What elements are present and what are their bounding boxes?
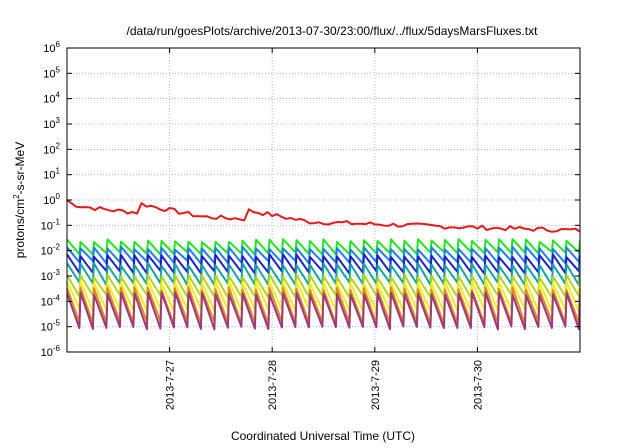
y-axis-label: protons/cm2-s-sr-MeV xyxy=(12,142,27,258)
y-tick-label: 10-2 xyxy=(41,243,61,258)
chart-title: /data/run/goesPlots/archive/2013-07-30/2… xyxy=(127,24,539,38)
y-tick-exp: -3 xyxy=(53,268,61,277)
y-tick-base: 10 xyxy=(41,347,53,359)
y-tick-exp: -6 xyxy=(53,344,61,353)
y-tick-exp: 5 xyxy=(56,65,61,74)
y-tick-label: 10-4 xyxy=(41,293,61,308)
y-tick-label: 100 xyxy=(43,192,60,207)
y-tick-label: 106 xyxy=(43,40,60,55)
y-tick-base: 10 xyxy=(41,322,53,334)
y-tick-label: 104 xyxy=(43,91,60,106)
y-tick-base: 10 xyxy=(41,271,53,283)
x-tick-label: 2013-7-29 xyxy=(370,360,382,410)
y-ticks: 10610510410310210110010-110-210-310-410-… xyxy=(41,40,580,359)
y-tick-base: 10 xyxy=(43,68,55,80)
y-tick-base: 10 xyxy=(43,119,55,131)
y-tick-exp: -4 xyxy=(53,293,61,302)
y-tick-base: 10 xyxy=(43,43,55,55)
x-tick-label: 2013-7-28 xyxy=(267,360,279,410)
y-tick-base: 10 xyxy=(43,94,55,106)
y-tick-exp: 6 xyxy=(56,40,61,49)
y-axis-label-sup: 2 xyxy=(12,194,21,199)
y-tick-exp: -5 xyxy=(53,319,61,328)
y-tick-label: 10-1 xyxy=(41,217,61,232)
y-tick-exp: 0 xyxy=(56,192,61,201)
y-tick-label: 105 xyxy=(43,65,60,80)
x-tick-label: 2013-7-27 xyxy=(165,360,177,410)
y-axis-label-suffix: -s-sr-MeV xyxy=(13,142,27,195)
y-tick-exp: 3 xyxy=(56,116,61,125)
y-tick-base: 10 xyxy=(43,144,55,156)
y-tick-exp: -1 xyxy=(53,217,61,226)
y-tick-exp: 1 xyxy=(56,167,61,176)
x-axis-label: Coordinated Universal Time (UTC) xyxy=(231,429,415,443)
y-tick-exp: -2 xyxy=(53,243,61,252)
y-tick-exp: 4 xyxy=(56,91,61,100)
y-tick-base: 10 xyxy=(41,220,53,232)
y-tick-label: 103 xyxy=(43,116,60,131)
y-tick-label: 10-3 xyxy=(41,268,61,283)
series-line xyxy=(67,199,580,233)
series-line xyxy=(67,291,580,331)
y-tick-exp: 2 xyxy=(56,141,61,150)
y-tick-base: 10 xyxy=(41,246,53,258)
y-tick-label: 10-5 xyxy=(41,319,61,334)
y-tick-base: 10 xyxy=(41,296,53,308)
y-tick-base: 10 xyxy=(43,170,55,182)
y-tick-label: 10-6 xyxy=(41,344,61,359)
y-tick-base: 10 xyxy=(43,195,55,207)
y-tick-label: 101 xyxy=(43,167,60,182)
y-axis-label-prefix: protons/cm xyxy=(13,199,27,258)
y-tick-label: 102 xyxy=(43,141,60,156)
x-tick-label: 2013-7-30 xyxy=(472,360,484,410)
series-layer xyxy=(67,199,580,331)
x-ticks: 2013-7-27 2013-7-28 2013-7-29 2013-7-30 xyxy=(165,48,484,410)
